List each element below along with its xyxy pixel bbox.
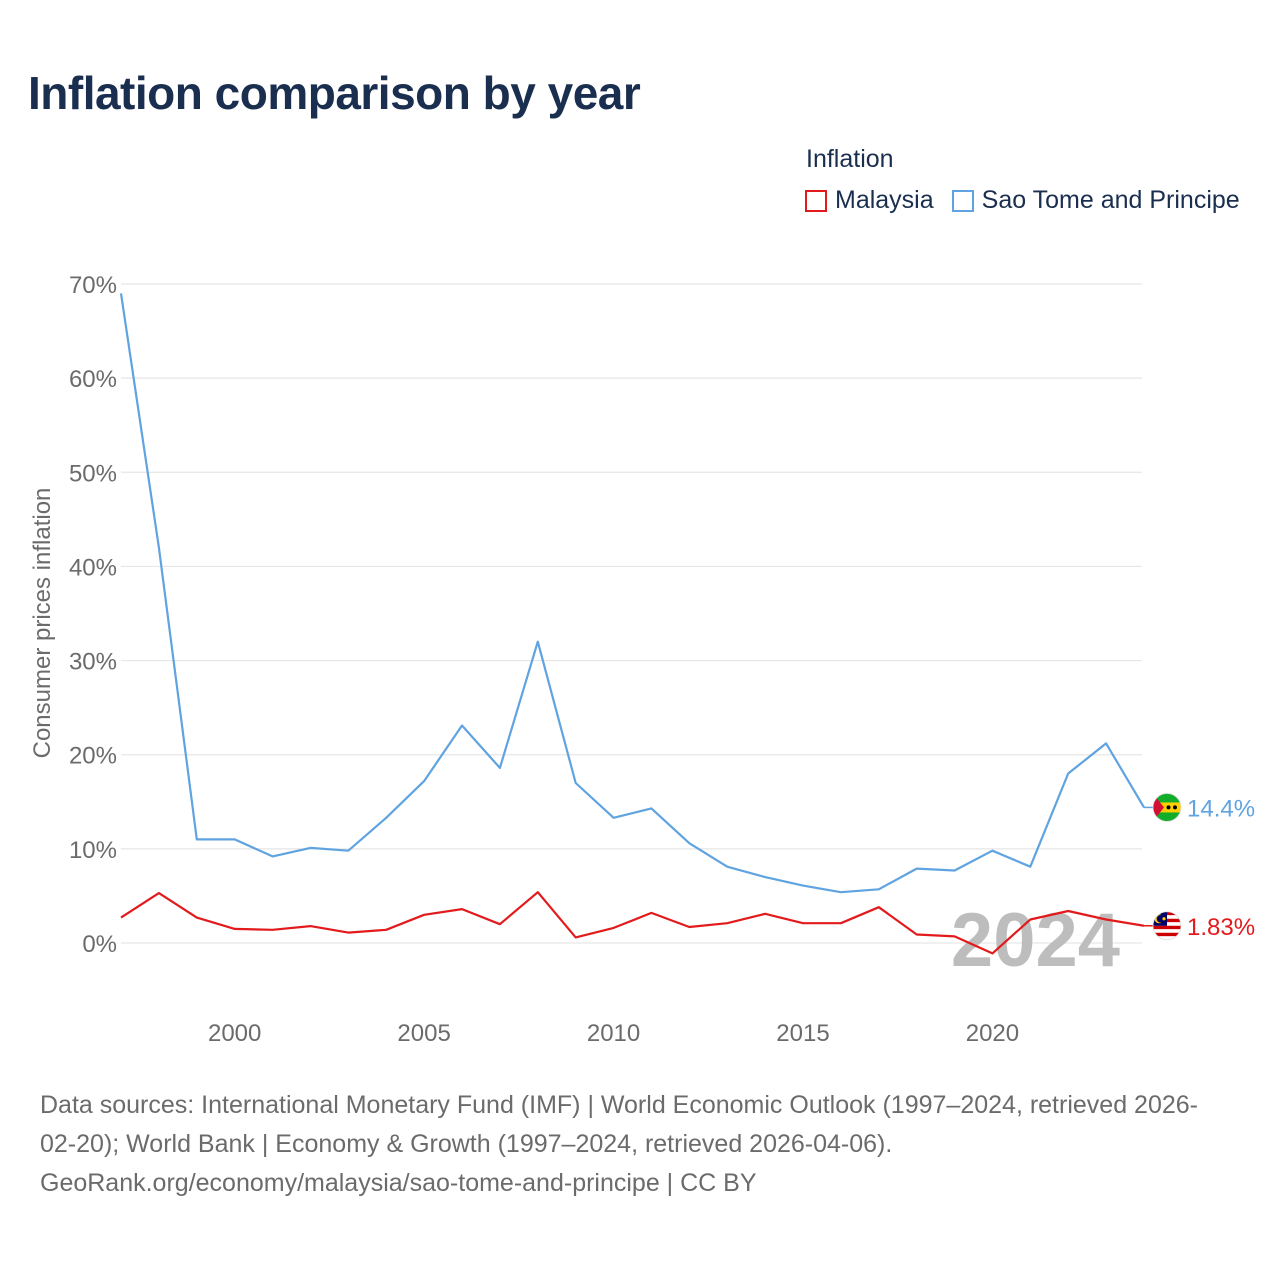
year-watermark: 2024 <box>951 898 1120 983</box>
end-value-label: 1.83% <box>1187 914 1255 941</box>
series-line-malaysia <box>120 891 1145 955</box>
y-tick-label: 60% <box>69 366 117 393</box>
x-tick-label: 2015 <box>776 1020 829 1047</box>
malaysia-flag-icon <box>1152 911 1182 941</box>
x-tick-label: 2010 <box>587 1020 640 1047</box>
y-tick-label: 0% <box>82 931 117 958</box>
chart-title: Inflation comparison by year <box>28 67 641 119</box>
grid-lines <box>121 283 1142 944</box>
source-line-3: GeoRank.org/economy/malaysia/sao-tome-an… <box>40 1169 757 1197</box>
legend-item-sao-tome[interactable]: Sao Tome and Principe <box>951 186 1240 215</box>
y-tick-label: 70% <box>69 272 117 299</box>
legend: Malaysia Sao Tome and Principe <box>805 186 1258 215</box>
x-axis-ticks: 2000 2005 2010 2015 2020 <box>208 1020 1019 1047</box>
x-tick-label: 2005 <box>397 1020 450 1047</box>
legend-title: Inflation <box>806 145 894 173</box>
legend-item-malaysia[interactable]: Malaysia <box>805 186 934 215</box>
y-axis-label: Consumer prices inflation <box>29 488 56 759</box>
sao-tome-flag-icon <box>1152 793 1182 822</box>
y-tick-label: 30% <box>69 649 117 676</box>
y-axis-ticks: 0% 10% 20% 30% 40% 50% 60% 70% <box>69 272 117 958</box>
series-line-sao-tome <box>119 293 1145 894</box>
y-tick-label: 10% <box>69 837 117 864</box>
legend-swatch-malaysia <box>805 189 827 212</box>
x-tick-label: 2020 <box>966 1020 1019 1047</box>
series-end-labels: 1.83% 14.4% <box>1144 793 1255 941</box>
legend-label-malaysia: Malaysia <box>835 186 934 214</box>
data-source-note: Data sources: International Monetary Fun… <box>40 1086 1250 1203</box>
source-line-2: 02-20); World Bank | Economy & Growth (1… <box>40 1130 893 1158</box>
end-value-label: 14.4% <box>1187 795 1255 822</box>
x-tick-label: 2000 <box>208 1020 261 1047</box>
y-tick-label: 50% <box>69 460 117 487</box>
source-line-1: Data sources: International Monetary Fun… <box>40 1091 1198 1119</box>
y-tick-label: 40% <box>69 554 117 581</box>
legend-label-sao-tome: Sao Tome and Principe <box>981 186 1240 214</box>
y-tick-label: 20% <box>69 743 117 770</box>
series-lines <box>119 293 1145 955</box>
legend-swatch-sao-tome <box>951 189 974 212</box>
